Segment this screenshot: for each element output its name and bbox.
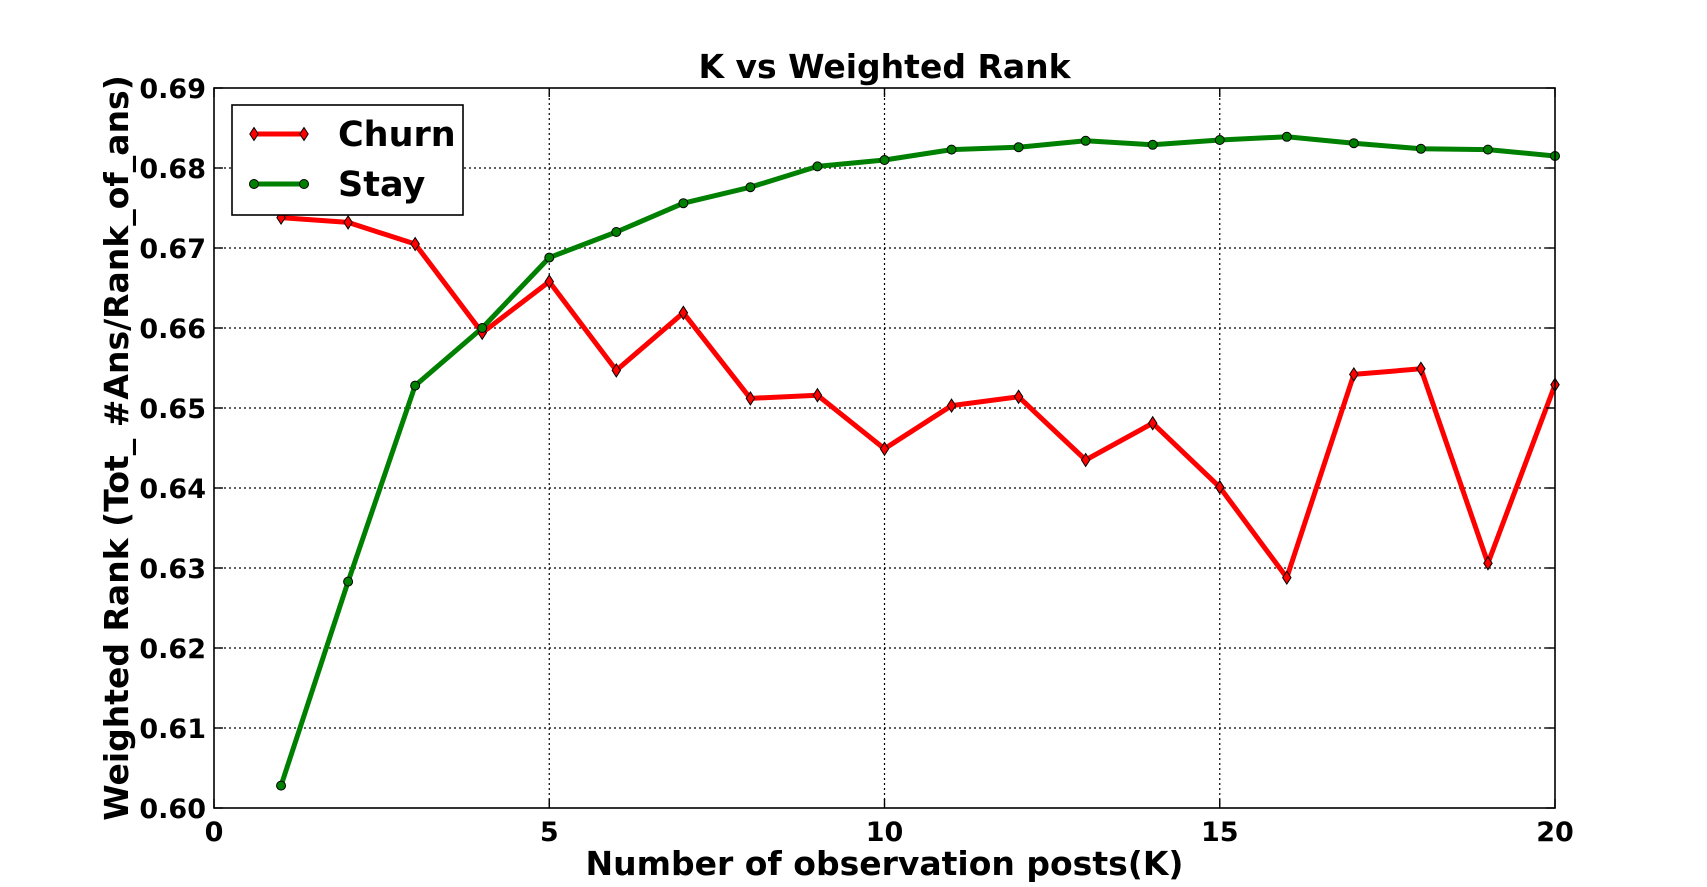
data-point-stay — [276, 780, 287, 791]
legend-label-churn: Churn — [338, 115, 456, 155]
legend: Churn Stay — [231, 104, 464, 216]
chart-title: K vs Weighted Rank — [698, 47, 1071, 86]
y-tick-label: 0.69 — [139, 74, 206, 105]
y-tick-label: 0.64 — [139, 474, 206, 505]
series-line-stay — [278, 134, 1555, 789]
data-point-churn — [1282, 570, 1292, 586]
x-axis-tick-labels: 0 5 10 15 20 — [205, 817, 1574, 848]
series-line-churn — [278, 215, 1555, 581]
data-point-churn — [879, 441, 890, 457]
x-tick-label: 5 — [540, 817, 559, 848]
data-point-churn — [678, 305, 689, 321]
data-point-churn — [812, 387, 823, 403]
data-point-churn — [410, 236, 420, 252]
legend-marker-stay — [299, 179, 309, 189]
data-point-stay — [1348, 138, 1359, 149]
y-tick-label: 0.67 — [139, 234, 206, 265]
data-point-stay — [879, 155, 890, 165]
data-point-stay — [1281, 131, 1292, 142]
data-point-stay — [477, 323, 488, 333]
data-point-stay — [343, 576, 354, 587]
data-point-churn — [1147, 415, 1158, 431]
y-tick-label: 0.68 — [139, 154, 206, 185]
y-axis-tick-labels: 0.60 0.61 0.62 0.63 0.64 0.65 0.66 0.67 0.68 0.69 — [139, 74, 206, 825]
y-tick-label: 0.65 — [139, 394, 206, 425]
data-point-stay — [1482, 144, 1493, 155]
data-point-stay — [1147, 139, 1158, 150]
data-point-stay — [745, 182, 756, 193]
x-axis-title: Number of observation posts(K) — [586, 844, 1184, 883]
data-point-churn — [1483, 555, 1493, 571]
x-tick-label: 15 — [1201, 817, 1239, 848]
data-point-stay — [611, 227, 622, 237]
data-point-churn — [1080, 452, 1091, 468]
legend-marker-churn — [249, 126, 309, 142]
y-tick-label: 0.63 — [139, 554, 206, 585]
data-point-stay — [1080, 135, 1091, 146]
data-point-stay — [1415, 143, 1426, 154]
series-lines — [278, 134, 1555, 789]
y-axis-title: Weighted Rank (Tot_ #Ans/Rank_of_ans) — [97, 75, 136, 821]
y-tick-label: 0.62 — [139, 634, 206, 665]
grid-lines — [214, 88, 1555, 808]
data-point-churn — [1214, 479, 1225, 495]
axis-ticks — [213, 87, 1556, 809]
legend-label-stay: Stay — [338, 165, 425, 205]
data-point-stay — [1013, 142, 1024, 153]
legend-box — [231, 104, 464, 216]
data-point-stay — [544, 252, 555, 263]
x-tick-label: 10 — [866, 817, 904, 848]
y-tick-label: 0.60 — [139, 794, 206, 825]
data-point-stay — [678, 198, 689, 209]
data-point-stay — [946, 144, 957, 155]
data-point-stay — [1214, 135, 1225, 145]
data-point-churn — [611, 362, 622, 378]
data-point-stay — [410, 380, 421, 391]
legend-marker-stay — [249, 179, 259, 189]
data-point-churn — [946, 398, 957, 414]
data-point-churn — [745, 390, 756, 406]
y-tick-label: 0.61 — [139, 714, 206, 745]
x-tick-label: 0 — [205, 817, 224, 848]
series-markers — [276, 131, 1560, 791]
data-point-stay — [812, 161, 823, 172]
data-point-churn — [544, 274, 555, 290]
data-point-churn — [1013, 389, 1024, 405]
data-point-churn — [1349, 366, 1359, 382]
x-tick-label: 20 — [1536, 817, 1574, 848]
data-point-churn — [1416, 361, 1426, 377]
y-tick-label: 0.66 — [139, 314, 206, 345]
data-point-churn — [343, 214, 353, 230]
